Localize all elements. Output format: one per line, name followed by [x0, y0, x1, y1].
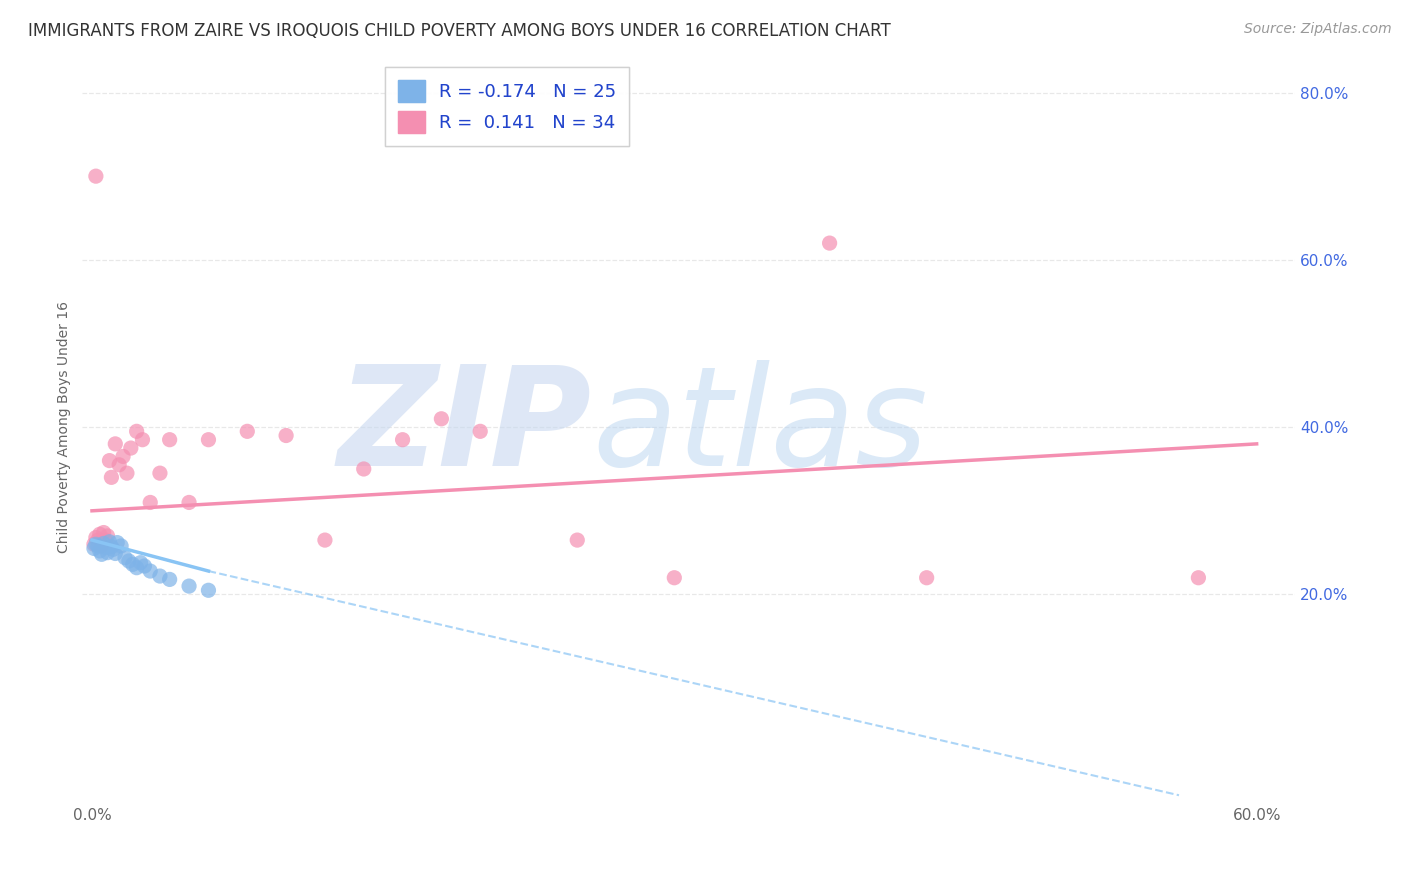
Text: atlas: atlas	[592, 359, 928, 495]
Point	[129, 556, 152, 570]
Point	[84, 169, 107, 183]
Point	[915, 571, 938, 585]
Point	[1187, 571, 1209, 585]
Point	[197, 433, 219, 447]
Point	[87, 539, 110, 553]
Point	[104, 437, 127, 451]
Point	[159, 433, 181, 447]
Point	[139, 495, 162, 509]
Point	[98, 453, 121, 467]
Point	[131, 433, 153, 447]
Point	[391, 433, 413, 447]
Point	[159, 573, 181, 587]
Point	[94, 533, 117, 547]
Point	[236, 425, 259, 439]
Point	[125, 425, 148, 439]
Point	[818, 236, 841, 251]
Point	[149, 569, 172, 583]
Point	[139, 564, 162, 578]
Text: Source: ZipAtlas.com: Source: ZipAtlas.com	[1244, 22, 1392, 37]
Point	[90, 539, 112, 553]
Point	[100, 470, 122, 484]
Point	[314, 533, 336, 547]
Point	[108, 458, 131, 472]
Point	[96, 546, 118, 560]
Y-axis label: Child Poverty Among Boys Under 16: Child Poverty Among Boys Under 16	[58, 301, 72, 553]
Point	[90, 547, 112, 561]
Point	[177, 495, 200, 509]
Point	[430, 411, 453, 425]
Point	[664, 571, 686, 585]
Point	[98, 534, 121, 549]
Point	[105, 535, 128, 549]
Point	[121, 558, 143, 572]
Point	[93, 536, 115, 550]
Point	[118, 554, 141, 568]
Point	[120, 441, 142, 455]
Point	[177, 579, 200, 593]
Legend: R = -0.174   N = 25, R =  0.141   N = 34: R = -0.174 N = 25, R = 0.141 N = 34	[385, 67, 628, 145]
Point	[115, 466, 138, 480]
Text: IMMIGRANTS FROM ZAIRE VS IROQUOIS CHILD POVERTY AMONG BOYS UNDER 16 CORRELATION : IMMIGRANTS FROM ZAIRE VS IROQUOIS CHILD …	[28, 22, 891, 40]
Point	[89, 544, 111, 558]
Point	[84, 537, 107, 551]
Point	[134, 559, 156, 574]
Point	[274, 428, 297, 442]
Point	[353, 462, 375, 476]
Point	[96, 529, 118, 543]
Point	[87, 533, 110, 547]
Point	[567, 533, 589, 547]
Point	[103, 542, 125, 557]
Point	[110, 539, 132, 553]
Point	[94, 541, 117, 555]
Point	[104, 546, 127, 560]
Point	[149, 466, 172, 480]
Point	[84, 531, 107, 545]
Point	[112, 450, 135, 464]
Point	[125, 560, 148, 574]
Point	[93, 525, 115, 540]
Point	[470, 425, 492, 439]
Point	[89, 527, 111, 541]
Text: ZIP: ZIP	[337, 359, 592, 495]
Point	[100, 540, 122, 554]
Point	[114, 550, 136, 565]
Point	[197, 583, 219, 598]
Point	[83, 541, 105, 556]
Point	[83, 537, 105, 551]
